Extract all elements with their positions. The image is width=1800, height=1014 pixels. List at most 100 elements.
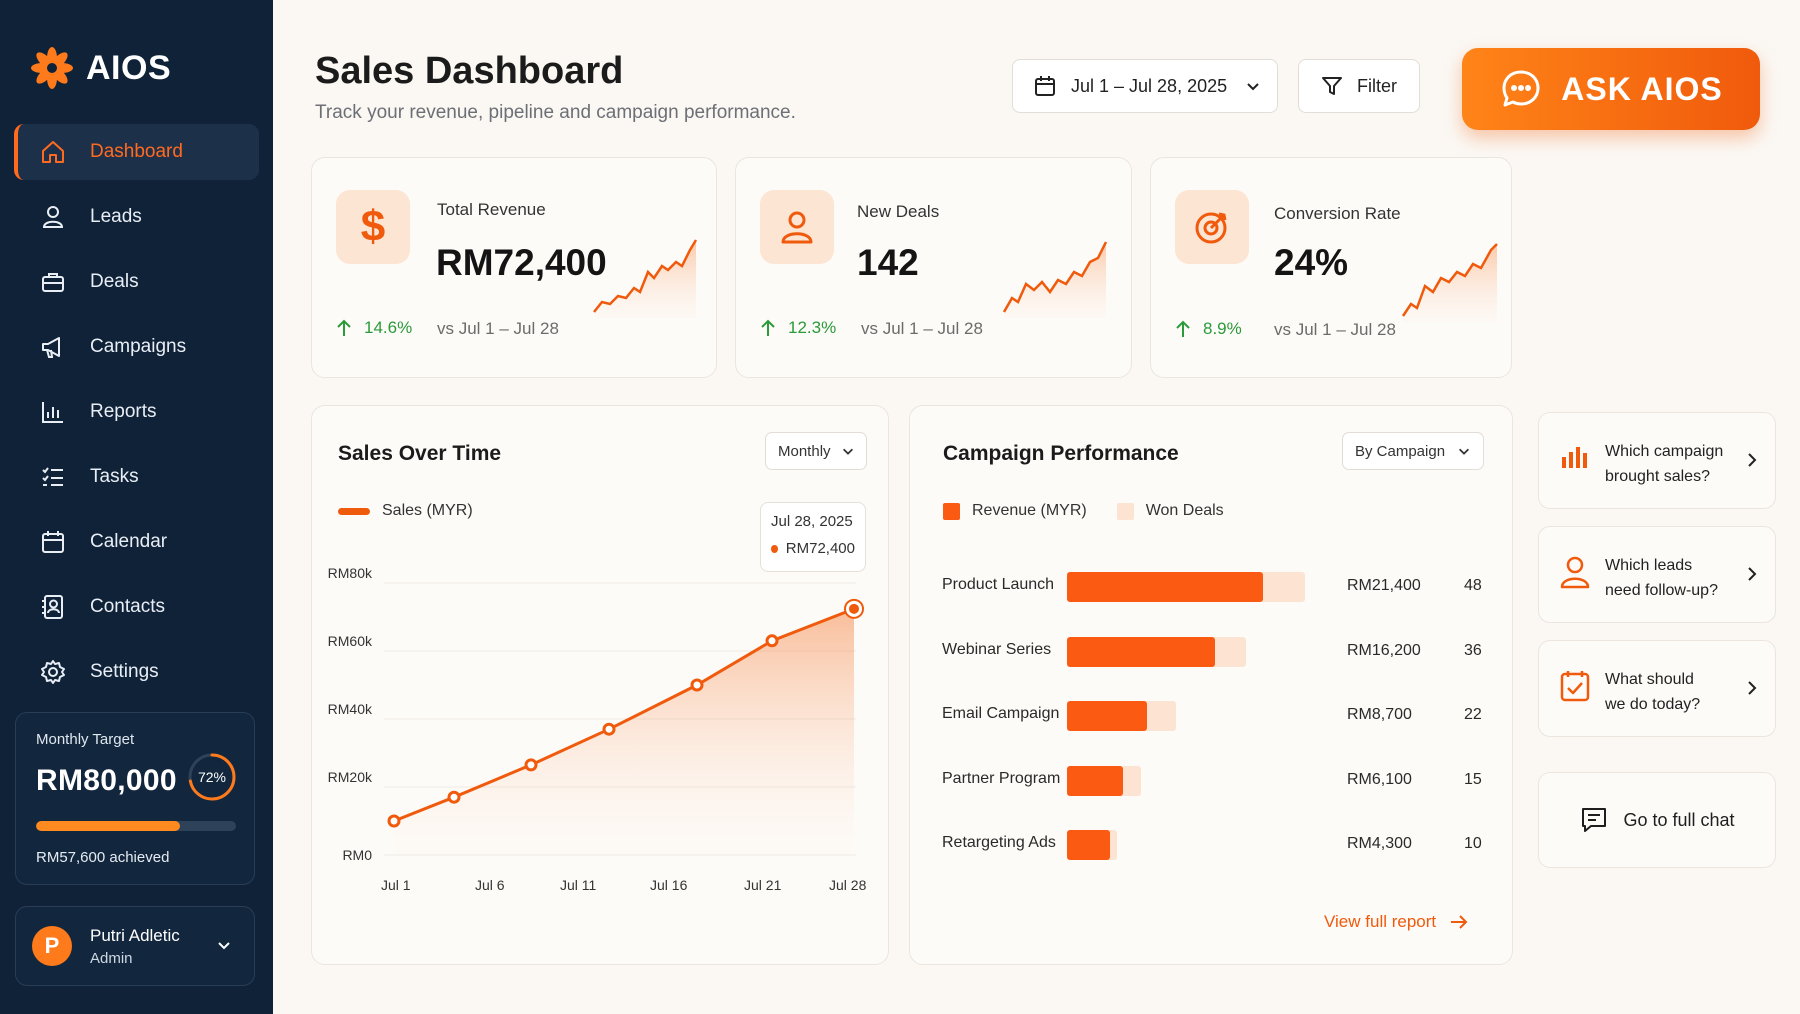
target-progress-bar xyxy=(36,821,236,831)
sidebar-item-calendar[interactable]: Calendar xyxy=(14,514,259,570)
kpi-card-revenue[interactable]: $ Total Revenue RM72,400 14.6% vs Jul 1 … xyxy=(311,157,717,378)
won-deals-value: 15 xyxy=(1464,771,1482,788)
sales-area xyxy=(394,608,854,855)
kpi-card-conversion[interactable]: Conversion Rate 24% 8.9% vs Jul 1 – Jul … xyxy=(1150,157,1512,378)
group-by-label: By Campaign xyxy=(1355,442,1446,460)
kpi-delta: 12.3% xyxy=(760,318,836,338)
target-progress-fill xyxy=(36,821,180,831)
revenue-value: RM16,200 xyxy=(1347,642,1421,659)
campaign-name: Product Launch xyxy=(942,576,1055,593)
chevron-right-icon xyxy=(1745,679,1759,702)
sidebar-item-label: Deals xyxy=(90,271,139,292)
prompt-text: Which campaign brought sales? xyxy=(1605,439,1735,489)
kpi-label: New Deals xyxy=(857,202,940,221)
ask-aios-button[interactable]: ASK AIOS xyxy=(1462,48,1760,130)
sidebar-item-reports[interactable]: Reports xyxy=(14,384,259,440)
campaign-row[interactable]: Webinar Series RM16,200 36 xyxy=(942,635,1482,669)
chevron-down-icon xyxy=(1457,444,1471,458)
kpi-compare: vs Jul 1 – Jul 28 xyxy=(861,319,983,338)
data-point xyxy=(690,678,704,692)
target-label: Monthly Target xyxy=(36,731,135,748)
briefcase-icon xyxy=(38,267,68,297)
sidebar-item-label: Dashboard xyxy=(90,141,183,162)
prompt-line: brought sales? xyxy=(1605,468,1710,485)
arrow-up-icon xyxy=(336,319,352,337)
sparkline xyxy=(1401,243,1498,322)
target-achieved: RM57,600 achieved xyxy=(36,849,170,866)
sidebar-item-settings[interactable]: Settings xyxy=(14,644,259,700)
arrow-up-icon xyxy=(760,319,776,337)
filter-label: Filter xyxy=(1357,75,1397,96)
revenue-bar xyxy=(1067,701,1147,731)
revenue-value: RM6,100 xyxy=(1347,771,1412,788)
bar-chart-icon xyxy=(38,397,68,427)
campaign-performance-panel: Campaign Performance By Campaign Revenue… xyxy=(909,405,1513,965)
campaign-name: Retargeting Ads xyxy=(942,834,1056,851)
kpi-value: 24% xyxy=(1274,242,1349,283)
period-dropdown[interactable]: Monthly xyxy=(765,432,867,470)
prompt-line: we do today? xyxy=(1605,696,1701,713)
user-name: Putri Adletic xyxy=(90,925,180,945)
prompt-leads-follow-up[interactable]: Which leads need follow-up? xyxy=(1538,526,1776,623)
sidebar-item-contacts[interactable]: Contacts xyxy=(14,579,259,635)
sidebar-item-tasks[interactable]: Tasks xyxy=(14,449,259,505)
full-chat-label: Go to full chat xyxy=(1623,809,1735,830)
home-icon xyxy=(38,137,68,167)
user-icon xyxy=(760,190,834,264)
chevron-right-icon xyxy=(1745,565,1759,588)
calendar-check-icon xyxy=(1559,669,1591,708)
sidebar-item-label: Leads xyxy=(90,206,142,227)
legend-label: Won Deals xyxy=(1145,502,1224,519)
date-range-picker[interactable]: Jul 1 – Jul 28, 2025 xyxy=(1012,59,1278,113)
sidebar-item-leads[interactable]: Leads xyxy=(14,189,259,245)
chat-bubble-icon xyxy=(1499,67,1543,111)
kpi-delta-value: 8.9% xyxy=(1203,319,1242,338)
sidebar-item-deals[interactable]: Deals xyxy=(14,254,259,310)
logo[interactable]: AIOS xyxy=(30,46,171,90)
campaign-row[interactable]: Partner Program RM6,100 15 xyxy=(942,764,1482,798)
chevron-right-icon xyxy=(1745,451,1759,474)
chart-tooltip: Jul 28, 2025 RM72,400 xyxy=(760,502,866,572)
sidebar-item-label: Contacts xyxy=(90,596,165,617)
campaign-row[interactable]: Email Campaign RM8,700 22 xyxy=(942,699,1482,733)
data-point xyxy=(447,790,461,804)
period-label: Monthly xyxy=(778,442,831,460)
user-icon xyxy=(1559,555,1591,594)
chevron-down-icon xyxy=(841,444,855,458)
highlight-point xyxy=(849,603,859,614)
sidebar-item-dashboard[interactable]: Dashboard xyxy=(14,124,259,180)
filter-icon xyxy=(1321,75,1343,97)
campaign-row[interactable]: Product Launch RM21,400 48 xyxy=(942,570,1482,604)
user-role: Admin xyxy=(90,949,133,967)
revenue-bar xyxy=(1067,830,1111,860)
prompt-line: Which campaign xyxy=(1605,443,1724,460)
legend-label: Revenue (MYR) xyxy=(972,502,1087,519)
date-range-label: Jul 1 – Jul 28, 2025 xyxy=(1071,75,1228,96)
chat-icon xyxy=(1579,805,1609,835)
prompt-what-today[interactable]: What should we do today? xyxy=(1538,640,1776,737)
dollar-icon: $ xyxy=(336,190,410,264)
kpi-delta: 8.9% xyxy=(1175,319,1242,339)
x-tick-label: Jul 6 xyxy=(475,877,505,893)
arrow-right-icon xyxy=(1450,914,1468,930)
sidebar-item-campaigns[interactable]: Campaigns xyxy=(14,319,259,375)
user-menu[interactable]: P Putri Adletic Admin xyxy=(15,906,255,986)
legend-label: Sales (MYR) xyxy=(382,502,473,519)
view-full-report-link[interactable]: View full report xyxy=(1324,912,1468,932)
filter-button[interactable]: Filter xyxy=(1298,59,1420,113)
data-point xyxy=(387,814,401,828)
user-icon xyxy=(38,202,68,232)
prompt-campaign-sales[interactable]: Which campaign brought sales? xyxy=(1538,412,1776,509)
sidebar-item-label: Calendar xyxy=(90,531,168,552)
data-point xyxy=(765,634,779,648)
legend-swatch xyxy=(338,507,370,515)
kpi-card-new-deals[interactable]: New Deals 142 12.3% vs Jul 1 – Jul 28 xyxy=(735,157,1132,378)
target-progress-ring: 72% xyxy=(186,751,238,803)
calendar-icon xyxy=(1033,74,1057,98)
group-by-dropdown[interactable]: By Campaign xyxy=(1342,432,1484,470)
y-tick-label: RM60k xyxy=(328,633,373,649)
campaign-row[interactable]: Retargeting Ads RM4,300 10 xyxy=(942,828,1482,862)
prompt-text: What should we do today? xyxy=(1605,667,1735,717)
go-to-full-chat-button[interactable]: Go to full chat xyxy=(1538,772,1776,868)
prompt-line: need follow-up? xyxy=(1605,582,1718,599)
